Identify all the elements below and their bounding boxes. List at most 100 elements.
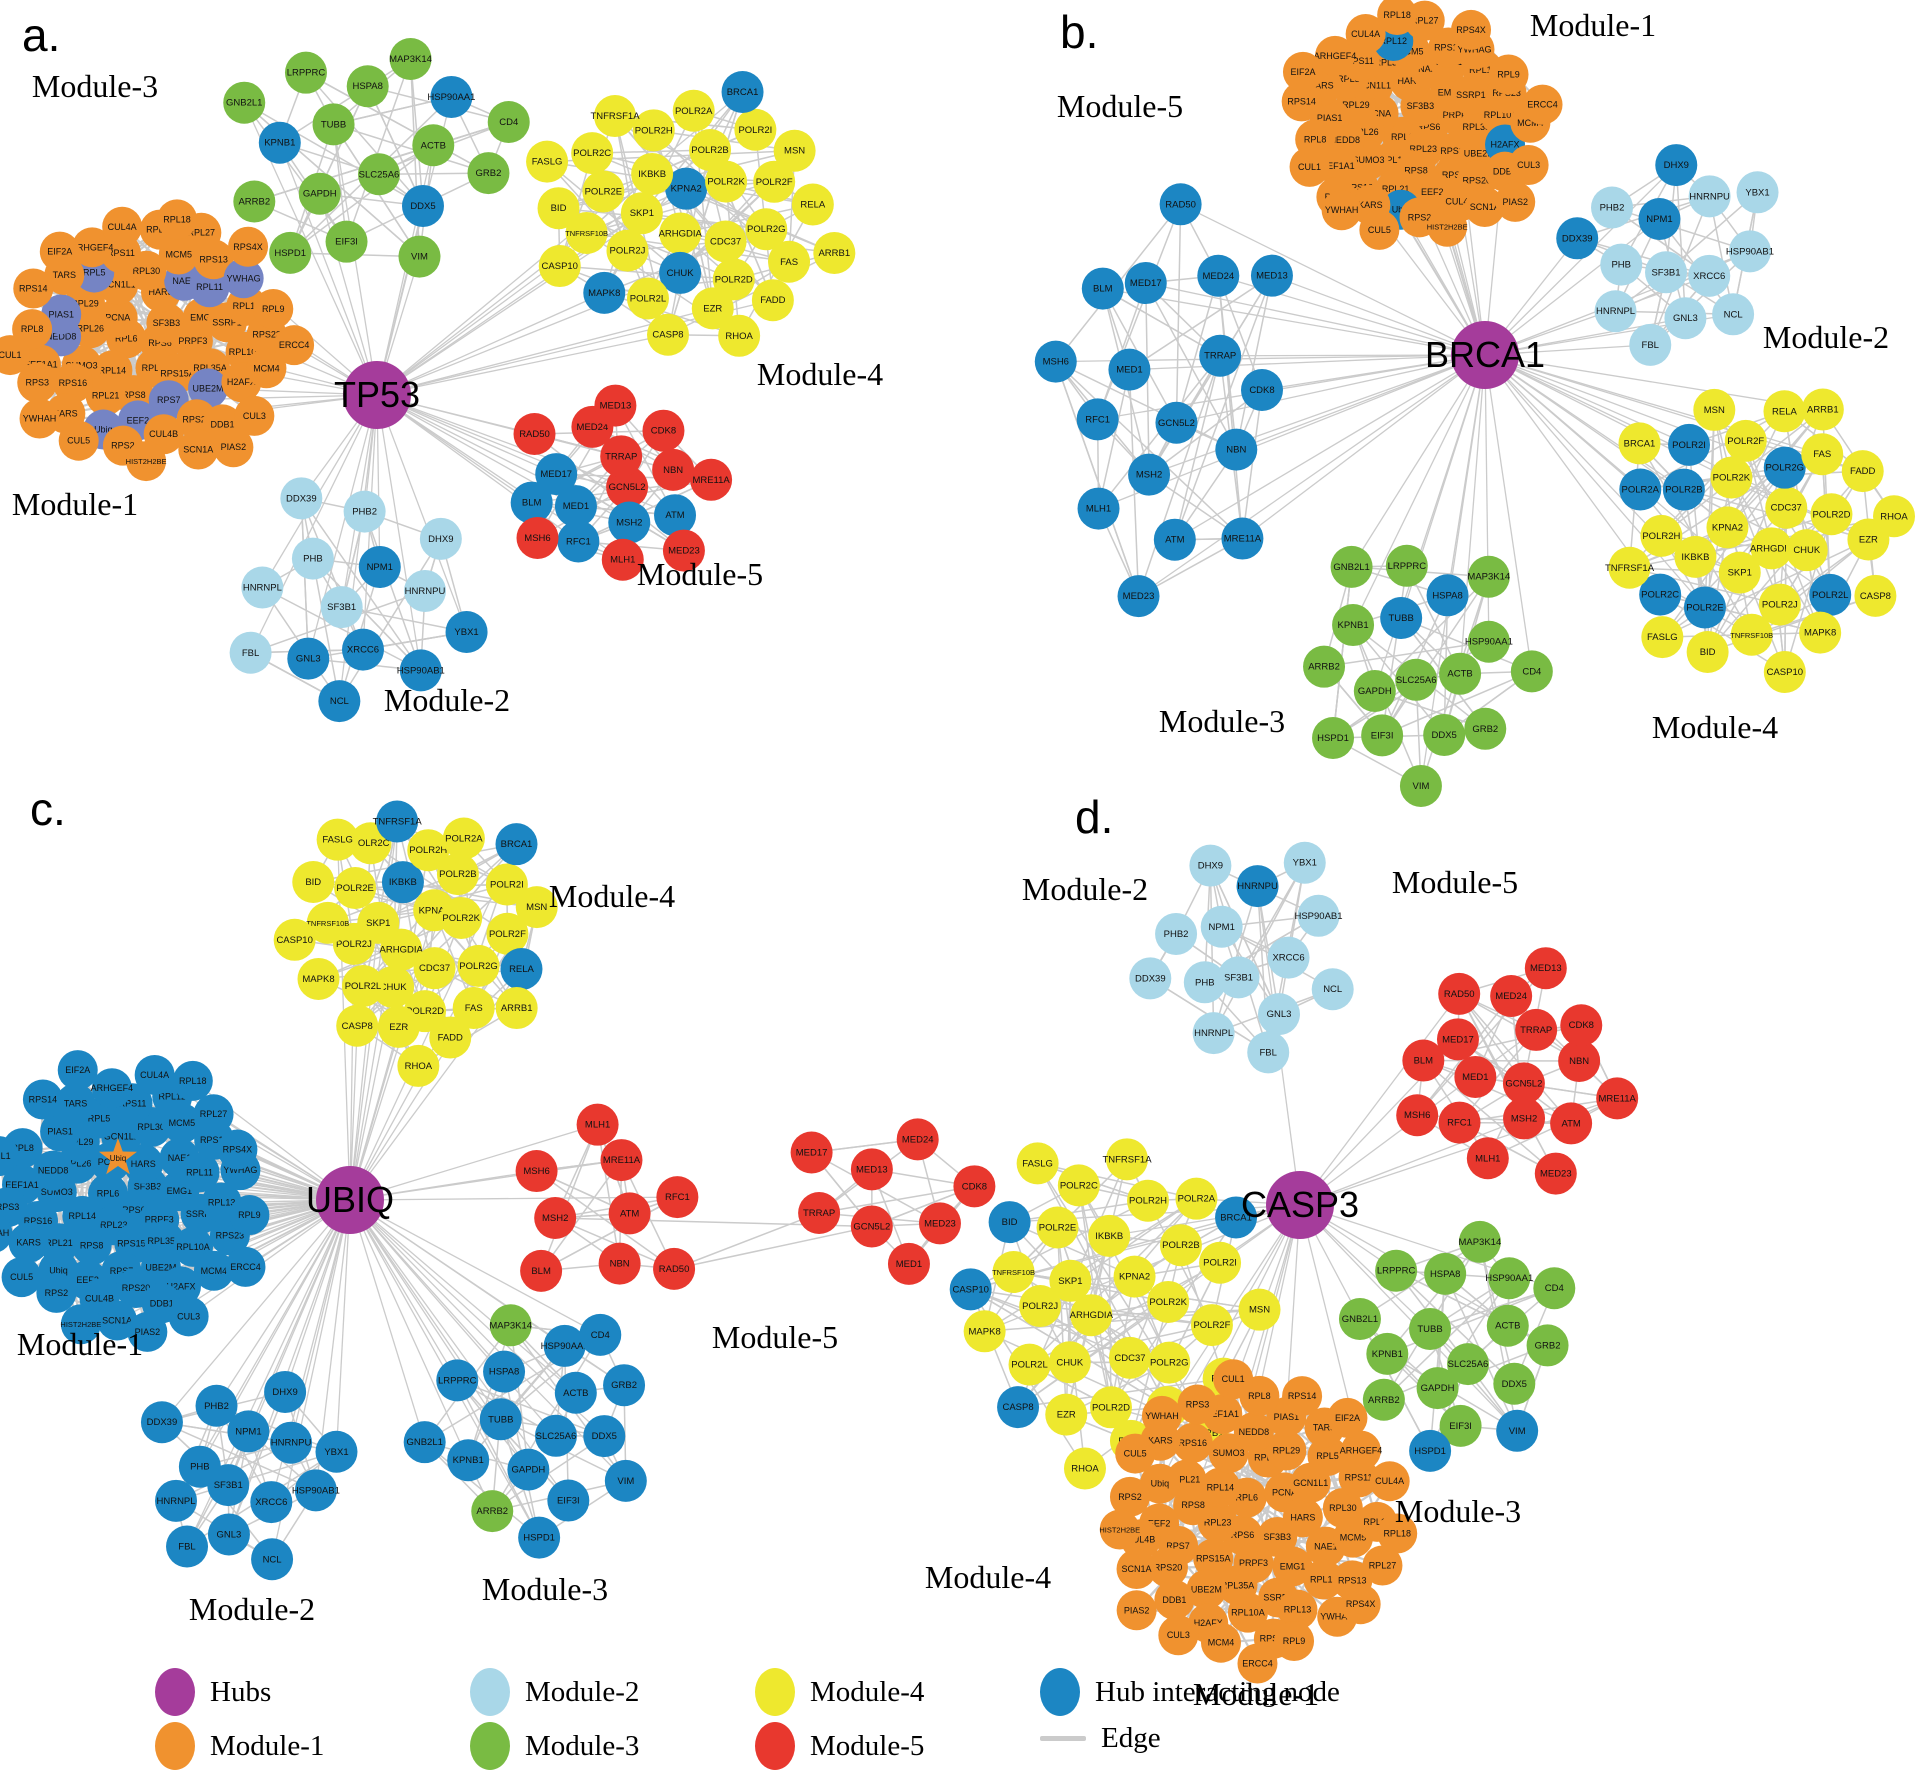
node-POLR2J[interactable]: POLR2J (1019, 1285, 1062, 1328)
node-DHX9[interactable]: DHX9 (264, 1370, 307, 1413)
node-GAPDH[interactable]: GAPDH (1353, 670, 1396, 713)
node-circle[interactable] (582, 170, 625, 213)
node-circle[interactable] (1139, 1463, 1180, 1504)
node-circle[interactable] (258, 121, 301, 164)
node-TUBB[interactable]: TUBB (312, 103, 355, 146)
node-RPS14[interactable]: RPS14 (1281, 81, 1322, 122)
node-CUL1[interactable]: CUL1 (0, 1136, 20, 1177)
node-circle[interactable] (1109, 1476, 1150, 1517)
node-circle[interactable] (1377, 1513, 1418, 1554)
node-ARRB1[interactable]: ARRB1 (1801, 388, 1844, 431)
node-POLR2K[interactable]: POLR2K (440, 896, 483, 939)
node-CUL3[interactable]: CUL3 (168, 1296, 209, 1337)
node-MED13[interactable]: MED13 (1524, 947, 1567, 990)
node-RPL27[interactable]: RPL27 (193, 1094, 234, 1135)
node-circle[interactable] (1116, 1590, 1157, 1631)
node-circle[interactable] (157, 199, 198, 240)
node-NBN[interactable]: NBN (652, 448, 695, 491)
node-circle[interactable] (1250, 254, 1293, 297)
node-POLR2L[interactable]: POLR2L (1809, 573, 1852, 616)
node-IKBKB[interactable]: IKBKB (1088, 1214, 1131, 1257)
node-GRB2[interactable]: GRB2 (603, 1364, 646, 1407)
node-RPS14[interactable]: RPS14 (13, 268, 54, 309)
node-circle[interactable] (1591, 186, 1634, 229)
node-circle[interactable] (495, 823, 538, 866)
node-EIF2A[interactable]: EIF2A (1327, 1397, 1368, 1438)
node-IKBKB[interactable]: IKBKB (1674, 535, 1717, 578)
node-circle[interactable] (1199, 334, 1242, 377)
node-GNL3[interactable]: GNL3 (1664, 297, 1707, 340)
node-RPS16[interactable]: RPS16 (52, 363, 93, 404)
node-RPL18[interactable]: RPL18 (1377, 1513, 1418, 1554)
node-FASLG[interactable]: FASLG (1016, 1142, 1059, 1185)
node-POLR2D[interactable]: POLR2D (712, 258, 755, 301)
node-MRE11A[interactable]: MRE11A (1596, 1077, 1639, 1120)
node-RAD50[interactable]: RAD50 (513, 412, 556, 455)
node-circle[interactable] (1785, 529, 1828, 572)
node-circle[interactable] (1375, 1249, 1418, 1292)
node-POLR2H[interactable]: POLR2H (1127, 1179, 1170, 1222)
node-HSPA8[interactable]: HSPA8 (1426, 574, 1469, 617)
node-circle[interactable] (195, 1384, 238, 1427)
node-circle[interactable] (1340, 1430, 1381, 1471)
node-RAD50[interactable]: RAD50 (1438, 972, 1481, 1015)
node-RPS16[interactable]: RPS16 (1172, 1422, 1213, 1463)
node-ARHGEF4[interactable]: ARHGEF4 (71, 227, 114, 268)
node-circle[interactable] (1608, 546, 1651, 589)
node-CUL1[interactable]: CUL1 (1289, 146, 1330, 187)
node-circle[interactable] (1668, 423, 1711, 466)
node-circle[interactable] (988, 1201, 1031, 1244)
node-circle[interactable] (1447, 1343, 1490, 1386)
node-circle[interactable] (389, 38, 432, 81)
node-GCN5L2[interactable]: GCN5L2 (1155, 401, 1198, 444)
node-POLR2I[interactable]: POLR2I (734, 108, 777, 151)
node-FBL[interactable]: FBL (1247, 1031, 1290, 1074)
node-CDK8[interactable]: CDK8 (642, 409, 685, 452)
node-CUL5[interactable]: CUL5 (58, 420, 99, 461)
node-SF3B1[interactable]: SF3B1 (1217, 956, 1260, 999)
node-IKBKB[interactable]: IKBKB (381, 861, 424, 904)
node-circle[interactable] (155, 1479, 198, 1522)
node-circle[interactable] (1297, 894, 1340, 937)
node-circle[interactable] (0, 1136, 20, 1177)
node-HSP90AA1[interactable]: HSP90AA1 (1485, 1257, 1533, 1300)
node-RPL9[interactable]: RPL9 (253, 288, 294, 329)
node-circle[interactable] (270, 1421, 313, 1464)
node-EIF2A[interactable]: EIF2A (39, 231, 80, 272)
node-MED23[interactable]: MED23 (1117, 575, 1160, 618)
node-circle[interactable] (419, 517, 462, 560)
node-circle[interactable] (1640, 514, 1683, 557)
node-circle[interactable] (659, 212, 702, 255)
node-circle[interactable] (1192, 1012, 1235, 1055)
node-ARHGDIA[interactable]: ARHGDIA (659, 212, 703, 255)
node-BLM[interactable]: BLM (1402, 1039, 1445, 1082)
node-circle[interactable] (745, 208, 788, 251)
node-circle[interactable] (1454, 1055, 1497, 1098)
node-RPL9[interactable]: RPL9 (229, 1195, 270, 1236)
node-circle[interactable] (60, 1304, 101, 1345)
node-CD4[interactable]: CD4 (487, 101, 530, 144)
node-GNL3[interactable]: GNL3 (1258, 993, 1301, 1036)
node-circle[interactable] (1303, 1559, 1344, 1600)
node-ARHGEF4[interactable]: ARHGEF4 (1340, 1430, 1383, 1471)
node-MSH6[interactable]: MSH6 (515, 1150, 558, 1193)
node-circle[interactable] (963, 1310, 1006, 1353)
node-circle[interactable] (538, 245, 581, 288)
node-TUBB[interactable]: TUBB (1380, 596, 1423, 639)
node-circle[interactable] (229, 631, 272, 674)
node-circle[interactable] (381, 861, 424, 904)
node-RPL10A[interactable]: RPL10A (1227, 1592, 1268, 1633)
node-FADD[interactable]: FADD (1841, 450, 1884, 493)
node-circle[interactable] (306, 901, 349, 944)
node-TNFRSF10B[interactable]: TNFRSF10B (565, 211, 608, 254)
node-circle[interactable] (850, 1148, 893, 1191)
node-circle[interactable] (1128, 453, 1171, 496)
node-POLR2G[interactable]: POLR2G (745, 208, 788, 251)
node-circle[interactable] (1467, 620, 1510, 663)
node-RPS4X[interactable]: RPS4X (217, 1129, 258, 1170)
node-CASP10[interactable]: CASP10 (538, 245, 581, 288)
node-circle[interactable] (1359, 209, 1400, 250)
node-circle[interactable] (1116, 1549, 1157, 1590)
node-POLR2C[interactable]: POLR2C (1639, 573, 1682, 616)
node-HIST2H2BE[interactable]: HIST2H2BE (1099, 1509, 1140, 1550)
